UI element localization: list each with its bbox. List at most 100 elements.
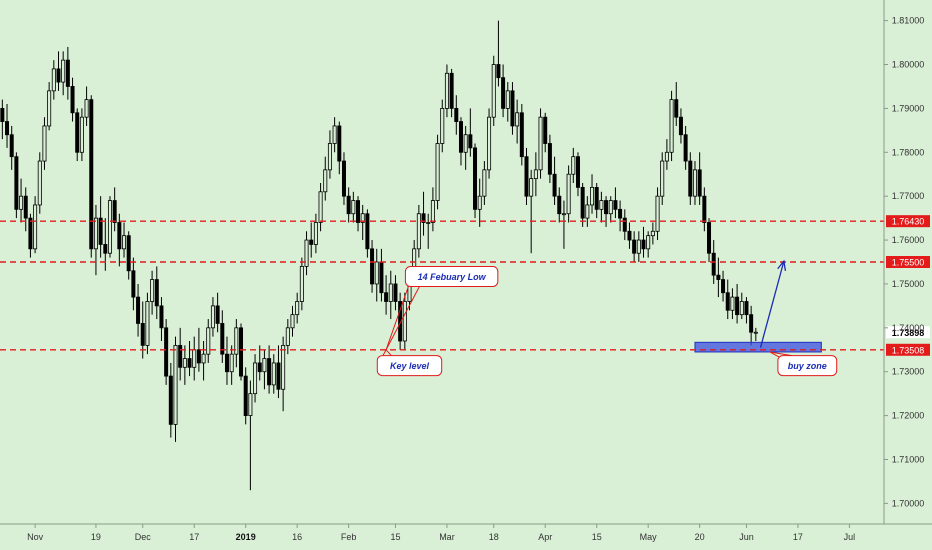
candle xyxy=(388,270,393,320)
candle xyxy=(547,134,552,184)
candle xyxy=(215,292,220,333)
candle-body xyxy=(725,292,730,311)
candle xyxy=(421,191,426,236)
candle xyxy=(201,340,206,381)
candle-body xyxy=(248,393,253,417)
candle xyxy=(739,292,744,320)
candle-body xyxy=(126,235,131,272)
candle-body xyxy=(0,107,5,122)
candle xyxy=(533,152,538,197)
candle-body xyxy=(632,239,637,254)
candle xyxy=(538,108,543,179)
candle xyxy=(650,222,655,245)
candle xyxy=(688,152,693,205)
candle xyxy=(332,117,337,153)
candle-body xyxy=(468,134,473,149)
candle-body xyxy=(721,279,726,294)
candle xyxy=(318,183,323,232)
candle-body xyxy=(178,344,183,368)
feb-low-callout-pointer-b xyxy=(385,286,420,351)
candle xyxy=(655,187,660,241)
y-tick-label: 1.79000 xyxy=(892,103,925,113)
candle xyxy=(136,283,141,337)
candle-body xyxy=(79,116,84,153)
candle-body xyxy=(388,283,393,302)
x-tick-label: Mar xyxy=(439,532,455,542)
candle xyxy=(234,319,239,368)
candle-body xyxy=(501,77,506,109)
candle-body xyxy=(552,173,557,197)
candle xyxy=(33,196,38,254)
candle xyxy=(178,327,183,381)
candle-body xyxy=(529,178,534,197)
candle-body xyxy=(154,279,159,307)
candle-body xyxy=(557,195,562,215)
resistance-upper-label: 1.76430 xyxy=(892,217,925,227)
candle xyxy=(641,226,646,258)
candle xyxy=(664,139,669,170)
candle-body xyxy=(182,358,187,368)
candle-body xyxy=(735,296,740,316)
candle xyxy=(515,99,520,144)
candle xyxy=(669,90,674,162)
candle-body xyxy=(299,265,304,302)
target-arrow-line xyxy=(759,260,785,348)
candle xyxy=(9,125,14,170)
candle xyxy=(337,121,342,175)
candle xyxy=(313,213,318,254)
candle-body xyxy=(33,204,38,250)
candle-body xyxy=(622,217,627,232)
x-tick-label: 15 xyxy=(592,532,602,542)
candle xyxy=(210,297,215,337)
candle xyxy=(84,86,89,126)
candle xyxy=(393,275,398,311)
candle xyxy=(678,108,683,144)
candle-body xyxy=(239,327,244,377)
candle xyxy=(501,64,506,118)
y-tick-label: 1.81000 xyxy=(892,16,925,26)
candle-body xyxy=(84,99,89,118)
candle xyxy=(140,301,145,359)
candle-body xyxy=(89,99,94,250)
candle xyxy=(187,340,192,377)
candle-body xyxy=(421,213,426,223)
y-tick-label: 1.72000 xyxy=(892,411,925,421)
candle-body xyxy=(136,296,141,324)
candle-body xyxy=(636,239,641,254)
y-tick-label: 1.70000 xyxy=(892,498,925,508)
candle-body xyxy=(173,344,178,425)
candle-body xyxy=(707,222,712,254)
key-level-callout-text: Key level xyxy=(390,361,430,371)
feb-low-callout-text: 14 Febuary Low xyxy=(418,272,487,282)
candle xyxy=(753,327,758,341)
candle-body xyxy=(103,244,108,254)
candle-body xyxy=(575,156,580,188)
candle-body xyxy=(192,349,197,368)
candle xyxy=(660,152,665,205)
candle-body xyxy=(519,112,524,158)
candle-body xyxy=(234,327,239,355)
current-price-label: 1.73898 xyxy=(892,328,925,338)
x-tick-label: 18 xyxy=(489,532,499,542)
candle-body xyxy=(435,143,440,201)
candle-body xyxy=(416,213,421,250)
candle xyxy=(566,165,571,223)
key-level-label-bg xyxy=(886,343,930,356)
candle-body xyxy=(276,362,281,390)
candle xyxy=(496,20,501,87)
candle-body xyxy=(473,147,478,210)
candle xyxy=(398,292,403,350)
candle xyxy=(173,336,178,442)
candle-body xyxy=(37,160,42,206)
buy-zone-callout-text: buy zone xyxy=(788,361,827,371)
candle xyxy=(61,51,66,96)
candle xyxy=(449,68,454,118)
candle-body xyxy=(150,279,155,302)
candle-body xyxy=(458,121,463,153)
key-level-callout-box xyxy=(376,355,443,377)
candle xyxy=(632,231,637,262)
candle xyxy=(618,200,623,232)
candle xyxy=(594,183,599,219)
